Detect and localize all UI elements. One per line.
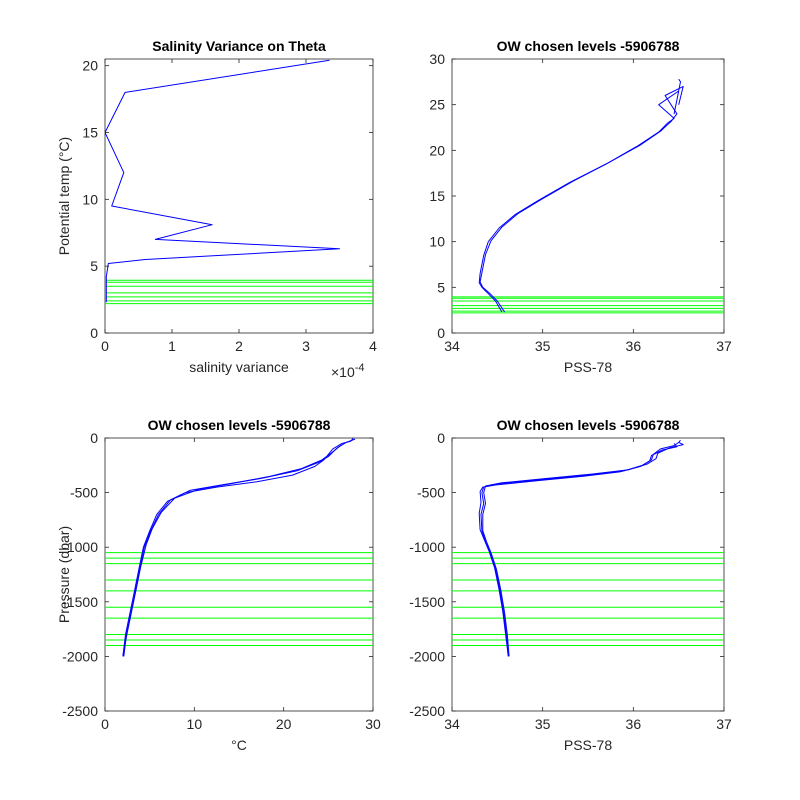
chart-title: OW chosen levels -5906788: [497, 417, 680, 433]
chart-panel-4: 34 35 36 37 -2500 -2000 -1500 -1000 -500 0 OW chos…: [409, 417, 732, 753]
y-tick-label: 20: [82, 58, 98, 74]
chart-title: OW chosen levels -5906788: [497, 38, 680, 54]
y-tick-label: 15: [429, 188, 445, 204]
y-tick-label: 0: [437, 430, 445, 446]
chart-panel-1: 0 1 2 3 4 0 5 10 15 20 Salinity Variance on Theta s…: [56, 38, 377, 380]
y-tick-label: -1500: [62, 594, 98, 610]
axes-box: [104, 58, 374, 334]
x-tick-label: 0: [101, 338, 109, 354]
x-tick-label: 36: [626, 338, 642, 354]
plot-area: [452, 78, 724, 314]
plot-area: [105, 59, 373, 305]
axes-box: [451, 437, 725, 712]
x-tick-label: 4: [369, 338, 377, 354]
x-axis-label: salinity variance: [189, 359, 289, 375]
y-tick-label: -2500: [62, 703, 98, 719]
x-tick-label: 34: [444, 716, 460, 732]
y-tick-label: -500: [417, 485, 445, 501]
y-tick-label: 20: [429, 142, 445, 158]
x-exponent-label: ×10-4: [331, 362, 365, 380]
chart-title: OW chosen levels -5906788: [148, 417, 331, 433]
x-axis-label: °C: [231, 737, 247, 753]
x-tick-label: 1: [168, 338, 176, 354]
y-tick-label: 15: [82, 125, 98, 141]
axes-box: [104, 437, 374, 712]
axes-box: [451, 58, 725, 334]
x-axis-label: PSS-78: [564, 359, 612, 375]
profile-line-1: [105, 59, 340, 303]
plot-area: [452, 439, 724, 657]
x-tick-label: 37: [716, 716, 732, 732]
x-tick-label: 20: [276, 716, 292, 732]
y-tick-label: -1000: [62, 539, 98, 555]
y-tick-label: -1000: [409, 539, 445, 555]
y-tick-label: 0: [90, 325, 98, 341]
y-axis-label: Potential temp (°C): [56, 137, 72, 255]
x-tick-label: 35: [535, 716, 551, 732]
x-tick-label: 30: [365, 716, 381, 732]
x-tick-label: 35: [535, 338, 551, 354]
x-tick-label: 34: [444, 338, 460, 354]
x-tick-label: 36: [626, 716, 642, 732]
profile-line-3: [478, 443, 678, 656]
y-tick-label: 0: [90, 430, 98, 446]
profile-line-2: [479, 85, 684, 313]
x-tick-label: 0: [101, 716, 109, 732]
profile-line-3: [122, 444, 343, 656]
x-tick-label: 37: [716, 338, 732, 354]
x-tick-label: 2: [235, 338, 243, 354]
chart-title: Salinity Variance on Theta: [152, 38, 326, 54]
y-tick-label: 5: [90, 258, 98, 274]
profile-line-1: [478, 78, 681, 313]
y-tick-label: -500: [70, 485, 98, 501]
plot-area: [105, 438, 373, 657]
y-tick-label: 25: [429, 97, 445, 113]
chart-panel-3: 0 10 20 30 -2500 -2000 -1500 -1000 -500 0 OW chose…: [56, 417, 381, 753]
x-tick-label: 3: [302, 338, 310, 354]
y-axis-label: Pressure (dbar): [56, 526, 72, 623]
y-tick-label: 5: [437, 279, 445, 295]
y-tick-label: -2000: [409, 648, 445, 664]
y-tick-label: 10: [82, 191, 98, 207]
y-tick-label: -2500: [409, 703, 445, 719]
y-tick-label: 0: [437, 325, 445, 341]
y-tick-label: -1500: [409, 594, 445, 610]
y-tick-label: 30: [429, 51, 445, 67]
chart-panel-2: 34 35 36 37 0 5 10 15 20 25 30 OW chosen levels -59…: [429, 38, 732, 375]
x-axis-label: PSS-78: [564, 737, 612, 753]
y-tick-label: -2000: [62, 648, 98, 664]
x-tick-label: 10: [187, 716, 203, 732]
y-tick-label: 10: [429, 234, 445, 250]
profile-line-2: [482, 441, 684, 657]
